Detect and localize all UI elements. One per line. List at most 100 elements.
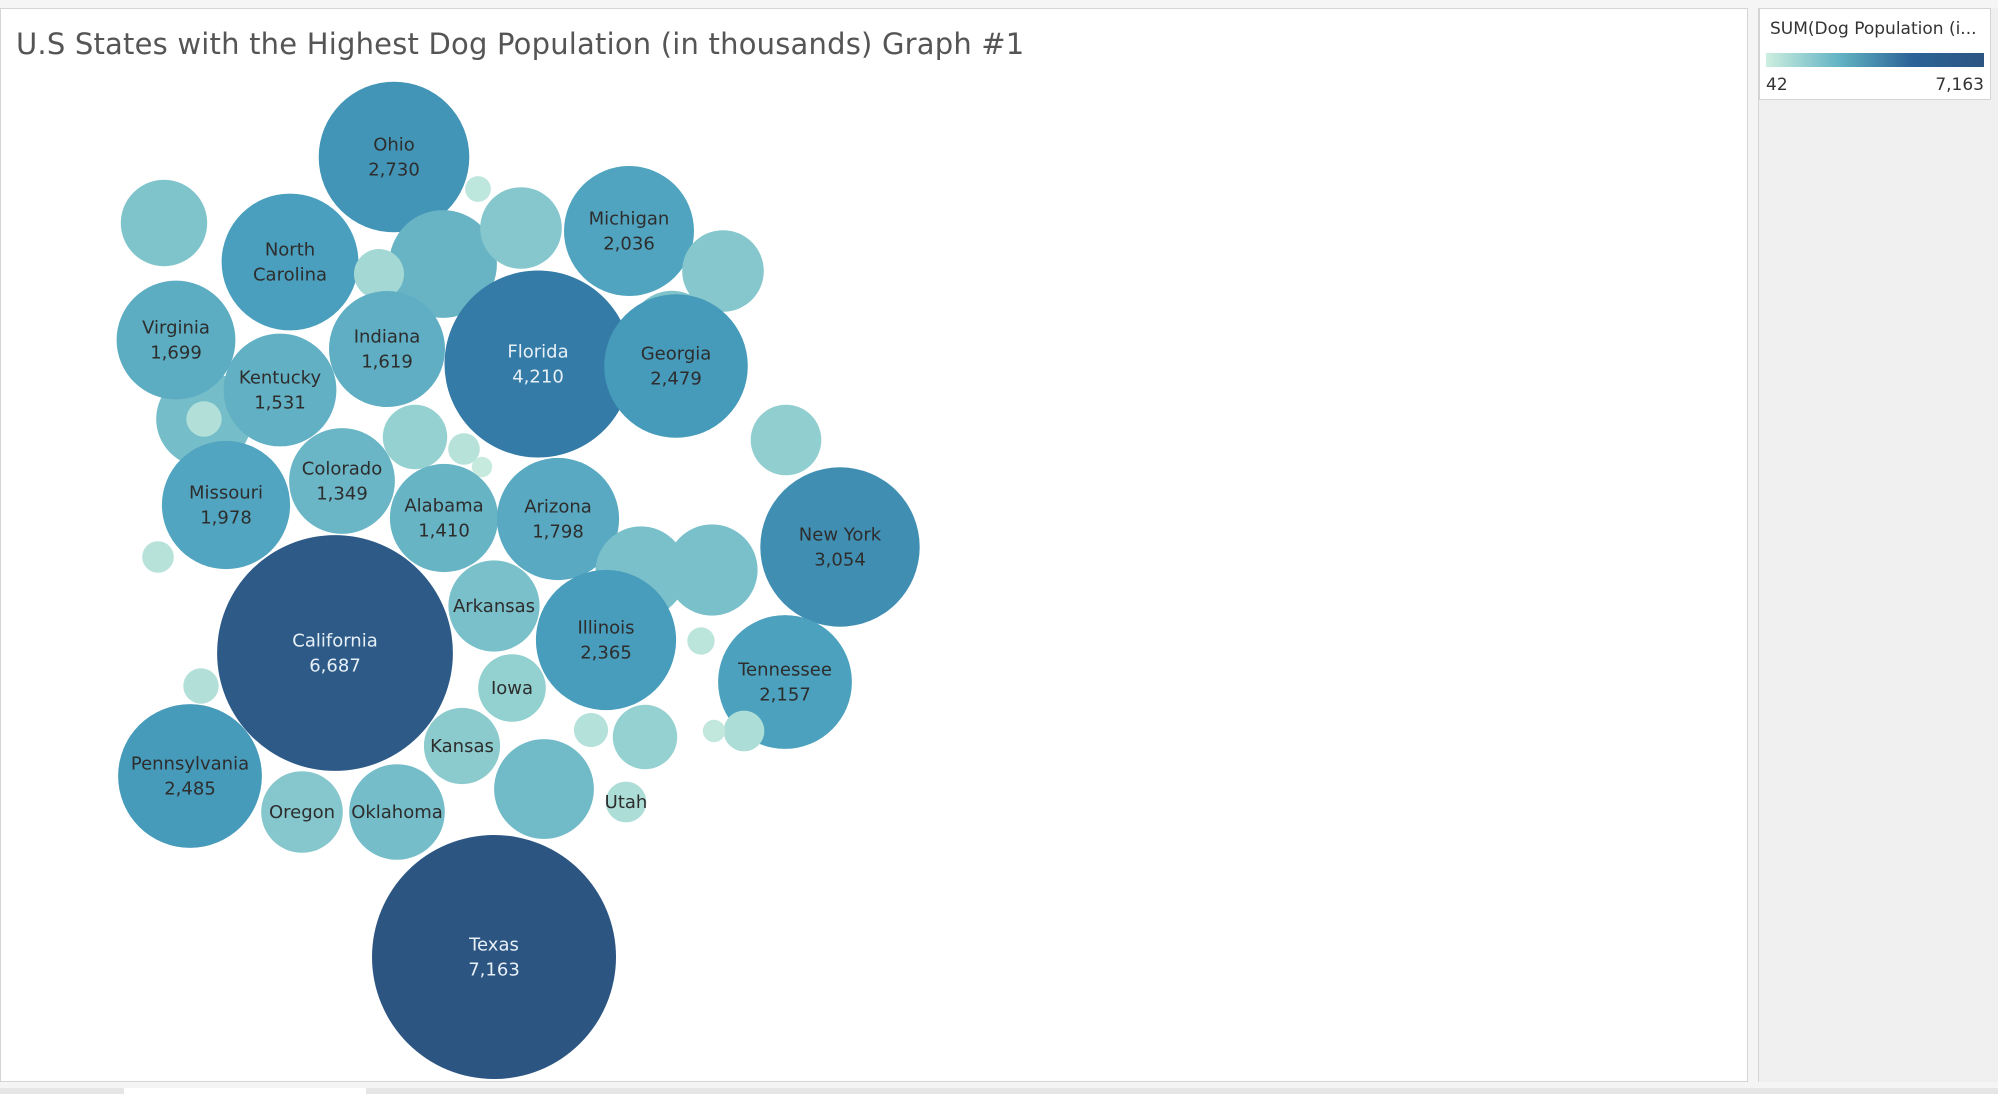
bubble-circle[interactable]: [354, 249, 404, 299]
bubble-ohio[interactable]: Ohio 2,730: [318, 81, 470, 233]
bubble-unlabeled[interactable]: [612, 704, 678, 770]
bubble-unlabeled[interactable]: [573, 712, 609, 748]
bubble-circle[interactable]: [382, 404, 448, 470]
bubble-unlabeled[interactable]: [120, 179, 208, 267]
sheet-tab-active[interactable]: [124, 1088, 366, 1094]
bubble-circle[interactable]: [389, 210, 497, 318]
bubble-circle[interactable]: [217, 535, 453, 771]
bubble-kentucky[interactable]: Kentucky 1,531: [223, 333, 337, 447]
bubble-arizona[interactable]: Arizona 1,798: [496, 457, 620, 581]
bubble-circle[interactable]: [261, 771, 343, 853]
bubble-circle[interactable]: [573, 712, 609, 748]
bubble-circle[interactable]: [494, 739, 594, 839]
bubble-unlabeled[interactable]: [723, 710, 765, 752]
bubble-circle[interactable]: [142, 541, 174, 573]
bubble-california[interactable]: California 6,687: [217, 535, 453, 771]
chart-title: U.S States with the Highest Dog Populati…: [16, 27, 1025, 61]
bubble-pennsylvania[interactable]: Pennsylvania 2,485: [118, 704, 262, 848]
bubble-circle[interactable]: [604, 294, 748, 438]
bubble-circle[interactable]: [478, 654, 546, 722]
bubble-utah[interactable]: Utah: [605, 781, 648, 823]
bubble-label: Michigan: [589, 209, 670, 230]
bubble-circle[interactable]: [183, 668, 219, 704]
legend-gradient-bar: [1766, 53, 1984, 67]
bubble-circle[interactable]: [161, 440, 291, 570]
bubble-circle[interactable]: [372, 835, 616, 1079]
bubble-alabama[interactable]: Alabama 1,410: [389, 463, 499, 573]
bubble-value-label: 1,531: [254, 393, 306, 414]
bubble-circle[interactable]: [329, 291, 445, 407]
bubble-circle[interactable]: [349, 764, 445, 860]
bubble-oklahoma[interactable]: Oklahoma: [349, 764, 445, 860]
bubble-new-york[interactable]: New York 3,054: [760, 467, 920, 627]
bubble-circle[interactable]: [289, 428, 395, 534]
bubble-unlabeled[interactable]: [750, 404, 822, 476]
bubble-michigan[interactable]: Michigan 2,036: [564, 166, 694, 296]
bubble-circle[interactable]: [723, 710, 765, 752]
bubble-circle[interactable]: [116, 280, 236, 400]
bubble-unlabeled[interactable]: [389, 210, 497, 318]
bubble-florida[interactable]: Florida 4,210: [444, 270, 632, 458]
bubble-circle[interactable]: [448, 560, 540, 652]
bubble-unlabeled[interactable]: [702, 719, 726, 743]
bubble-unlabeled[interactable]: [448, 433, 480, 465]
legend-title: SUM(Dog Population (i...: [1770, 19, 1977, 39]
bubble-indiana[interactable]: Indiana 1,619: [329, 291, 445, 407]
bubble-label: Kansas: [430, 736, 494, 757]
bubble-circle[interactable]: [448, 433, 480, 465]
bubble-kansas[interactable]: Kansas: [423, 707, 501, 785]
bubble-label: California: [292, 631, 377, 652]
bubble-circle[interactable]: [120, 179, 208, 267]
bubble-circle[interactable]: [496, 457, 620, 581]
bubble-circle[interactable]: [666, 524, 758, 616]
bubble-circle[interactable]: [221, 193, 359, 331]
bubble-circle[interactable]: [480, 187, 562, 269]
bubble-unlabeled[interactable]: [183, 668, 219, 704]
bubble-texas[interactable]: Texas 7,163: [372, 835, 616, 1079]
bubble-missouri[interactable]: Missouri 1,978: [161, 440, 291, 570]
bubble-unlabeled[interactable]: [186, 401, 222, 437]
bubble-illinois[interactable]: Illinois 2,365: [535, 569, 677, 711]
bubble-circle[interactable]: [471, 456, 493, 478]
legend-panel: SUM(Dog Population (i... 42 7,163: [1758, 8, 1998, 1082]
bubble-unlabeled[interactable]: [471, 456, 493, 478]
bubble-circle[interactable]: [535, 569, 677, 711]
bubble-circle[interactable]: [465, 176, 491, 202]
bubble-circle[interactable]: [702, 719, 726, 743]
bubble-unlabeled[interactable]: [682, 230, 764, 312]
bubble-circle[interactable]: [682, 230, 764, 312]
bubble-label: Illinois: [577, 618, 634, 639]
bubble-circle[interactable]: [186, 401, 222, 437]
bubble-circle[interactable]: [423, 707, 501, 785]
bubble-unlabeled[interactable]: [687, 627, 715, 655]
bubble-circle[interactable]: [605, 781, 647, 823]
bubble-circle[interactable]: [118, 704, 262, 848]
bubble-circle[interactable]: [564, 166, 694, 296]
bubble-circle[interactable]: [223, 333, 337, 447]
legend-max-label: 7,163: [1935, 75, 1984, 95]
bubble-oregon[interactable]: Oregon: [261, 771, 343, 853]
bubble-unlabeled[interactable]: [480, 187, 562, 269]
bubble-unlabeled[interactable]: [465, 176, 491, 202]
bubble-label: Texas: [468, 935, 519, 956]
bubble-unlabeled[interactable]: [354, 249, 404, 299]
bubble-circle[interactable]: [750, 404, 822, 476]
bubble-circle[interactable]: [612, 704, 678, 770]
bubble-colorado[interactable]: Colorado 1,349: [289, 428, 395, 534]
bubble-circle[interactable]: [389, 463, 499, 573]
bubble-virginia[interactable]: Virginia 1,699: [116, 280, 236, 400]
bubble-north-carolina[interactable]: North Carolina: [221, 193, 359, 331]
bubble-circle[interactable]: [760, 467, 920, 627]
bubble-unlabeled[interactable]: [382, 404, 448, 470]
bubble-iowa[interactable]: Iowa: [478, 654, 546, 722]
bubble-circle[interactable]: [687, 627, 715, 655]
bubble-arkansas[interactable]: Arkansas: [448, 560, 540, 652]
bubble-unlabeled[interactable]: [142, 541, 174, 573]
bubble-circle[interactable]: [318, 81, 470, 233]
bubble-georgia[interactable]: Georgia 2,479: [604, 294, 748, 438]
bubble-unlabeled[interactable]: [666, 524, 758, 616]
bubble-unlabeled[interactable]: [494, 739, 594, 839]
color-legend[interactable]: SUM(Dog Population (i... 42 7,163: [1759, 8, 1991, 100]
bubble-label: North: [265, 240, 315, 261]
bubble-circle[interactable]: [444, 270, 632, 458]
